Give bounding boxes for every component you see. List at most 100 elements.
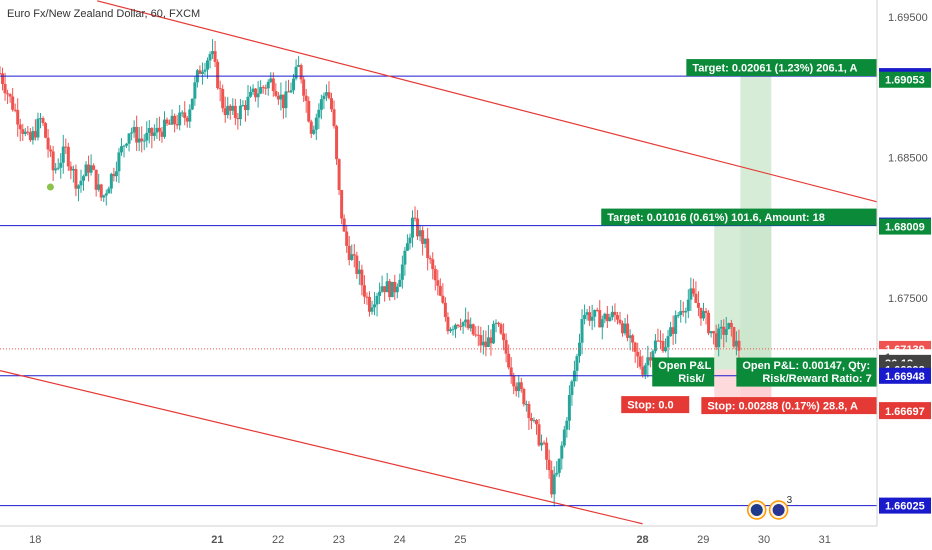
candle-body — [707, 312, 711, 334]
candle-body — [400, 264, 404, 280]
candle-body — [327, 92, 331, 99]
price-label-12: 1.66025 — [879, 497, 931, 514]
candle-body — [418, 230, 422, 237]
candle-body — [269, 78, 273, 82]
x-tick-label-5: 25 — [454, 534, 466, 546]
candle-body — [193, 82, 197, 99]
candle-body — [666, 336, 670, 348]
candle-body — [438, 285, 442, 296]
candle-body — [66, 146, 70, 167]
candle-body — [208, 54, 212, 61]
candle-body — [570, 381, 574, 396]
candle-body — [512, 375, 516, 387]
candle-body — [466, 319, 470, 329]
candle-body — [1, 73, 5, 84]
candle-body — [454, 324, 458, 330]
candle-body — [114, 171, 118, 177]
candle-body — [127, 133, 131, 144]
candle-body — [36, 118, 40, 138]
candle-body — [446, 316, 450, 332]
candles — [0, 39, 741, 507]
candle-body — [352, 254, 356, 256]
candle-body — [737, 340, 741, 351]
candle-body — [522, 388, 526, 405]
candle-body — [135, 126, 139, 143]
candle-body — [661, 340, 665, 352]
candle-body — [494, 322, 498, 324]
candle-body — [443, 302, 447, 317]
candle-body — [416, 218, 420, 237]
candle-body — [621, 323, 625, 334]
candle-body — [337, 159, 341, 190]
price-label-text-12: 1.66025 — [885, 501, 925, 513]
candle-body — [216, 61, 220, 89]
candle-body — [281, 94, 285, 109]
candle-body — [593, 309, 597, 317]
candle-body — [390, 281, 394, 298]
candle-body — [448, 329, 452, 332]
candle-body — [231, 105, 235, 111]
candle-body — [82, 176, 86, 181]
candle-body — [514, 386, 518, 392]
trendline-0 — [97, 0, 878, 203]
candle-body — [613, 311, 617, 316]
target-label-1-bg — [686, 59, 877, 77]
candle-body — [362, 285, 366, 297]
nzd-flag-icon-flag — [750, 504, 763, 516]
chart-title: Euro Fx/New Zealand Dollar, 60, FXCM — [7, 8, 200, 20]
candle-body — [519, 382, 523, 389]
candle-body — [388, 281, 392, 298]
candle-body — [104, 193, 108, 196]
candle-body — [631, 335, 635, 343]
candle-body — [180, 112, 184, 114]
candle-body — [350, 254, 354, 260]
candle-body — [342, 218, 346, 232]
candle-body — [699, 307, 703, 319]
candle-body — [684, 310, 688, 313]
candle-body — [567, 395, 571, 421]
candle-body — [714, 333, 718, 348]
candle-body — [615, 315, 619, 320]
candle-body — [426, 238, 430, 259]
candle-body — [664, 347, 668, 352]
candle-body — [583, 314, 587, 320]
signal-marker-0 — [46, 183, 54, 191]
candle-body — [532, 420, 536, 422]
x-tick-label-1: 21 — [211, 534, 223, 546]
candle-body — [157, 127, 161, 132]
candle-body — [555, 472, 559, 475]
candle-body — [6, 93, 10, 95]
candle-body — [142, 140, 146, 142]
rr-text-0: Risk/ — [678, 373, 704, 385]
candle-body — [704, 310, 708, 313]
pl-box-1: Open P&L: 0.00147, Qty:Risk/Reward Ratio… — [736, 357, 877, 387]
candle-body — [486, 337, 490, 348]
candle-body — [23, 131, 27, 134]
x-tick-label-6: 28 — [636, 534, 648, 546]
candle-body — [340, 189, 344, 219]
candle-body — [274, 90, 278, 96]
candle-body — [130, 132, 134, 134]
candle-body — [451, 329, 455, 331]
candle-body — [658, 340, 662, 342]
candle-body — [61, 146, 65, 163]
candle-body — [84, 164, 88, 177]
candle-body — [734, 340, 738, 347]
candle-body — [178, 112, 182, 126]
candle-body — [355, 255, 359, 274]
candle-body — [686, 299, 690, 311]
candle-body — [69, 166, 73, 171]
candle-body — [603, 313, 607, 320]
candle-body — [94, 169, 98, 190]
eur-flag-icon: 3 — [768, 495, 793, 520]
candle-body — [251, 88, 255, 92]
target-label-1-text: Target: 0.02061 (1.23%) 206.1, A — [692, 63, 857, 75]
candle-body — [168, 123, 172, 125]
candle-body — [147, 128, 151, 133]
stop-label-0-bg — [621, 396, 690, 414]
target-label-1: Target: 0.02061 (1.23%) 206.1, A — [686, 59, 877, 77]
price-label-text-11: 1.66697 — [885, 406, 925, 418]
candle-body — [497, 322, 501, 325]
candle-body — [185, 118, 189, 122]
